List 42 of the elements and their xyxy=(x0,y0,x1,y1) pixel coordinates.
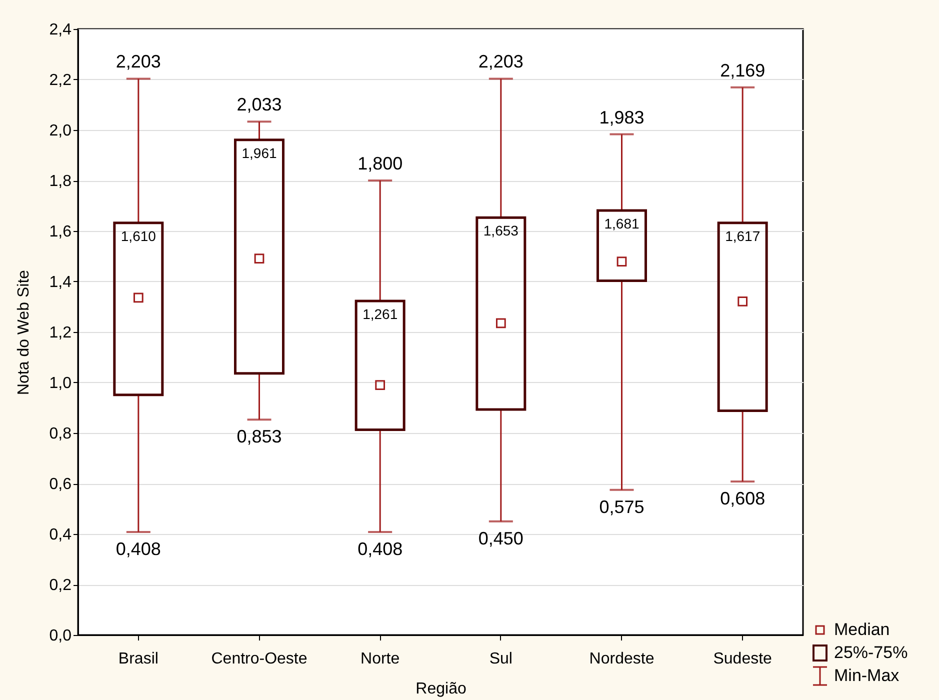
annotation: 0,853 xyxy=(236,426,282,447)
annotation: 0,575 xyxy=(599,496,644,517)
annotation: 1,617 xyxy=(725,228,760,244)
annotation: 1,653 xyxy=(483,222,519,239)
x-tick-label: Nordeste xyxy=(589,650,654,668)
x-tick-label: Norte xyxy=(360,650,400,668)
annotation: 0,408 xyxy=(116,538,161,559)
x-axis-title: Região xyxy=(416,680,466,698)
x-tick-label: Sul xyxy=(489,650,512,668)
x-tick-label: Centro-Oeste xyxy=(211,650,308,668)
y-tick-label: 0,8 xyxy=(49,426,72,442)
annotation: 1,681 xyxy=(604,216,640,232)
annotation: 1,961 xyxy=(242,144,277,161)
y-tick-label: 1,6 xyxy=(49,224,72,240)
x-tick-label: Brasil xyxy=(118,650,158,668)
y-tick-label: 0,6 xyxy=(49,476,72,493)
annotation: 1,610 xyxy=(120,228,156,244)
y-tick-label: 0,2 xyxy=(49,577,72,594)
text: Min-Max xyxy=(834,665,900,687)
x-tick-label: Sudeste xyxy=(713,650,772,668)
annotation: 0,450 xyxy=(478,528,524,548)
y-tick-label: 1,2 xyxy=(49,324,72,342)
annotation: 0,608 xyxy=(720,488,766,508)
annotation: 0,408 xyxy=(358,538,403,559)
y-tick-label: 1,0 xyxy=(49,375,72,392)
annotation: 2,203 xyxy=(478,52,524,72)
annotation: 1,983 xyxy=(599,107,644,128)
annotation: 2,033 xyxy=(236,94,282,115)
y-axis-title: Nota do Web Site xyxy=(15,270,32,396)
y-tick-label: 1,8 xyxy=(49,173,72,190)
text: 25%-75% xyxy=(834,642,908,664)
annotation: 2,203 xyxy=(116,52,161,72)
y-tick-label: 2,4 xyxy=(49,22,72,38)
y-tick-label: 1,4 xyxy=(49,274,72,291)
y-tick-label: 2,0 xyxy=(49,122,72,140)
y-tick-label: 2,2 xyxy=(49,72,72,89)
annotation: 2,169 xyxy=(720,60,766,80)
y-tick-label: 0,0 xyxy=(49,628,72,644)
y-tick-label: 0,4 xyxy=(49,526,72,544)
text: Median xyxy=(834,619,890,641)
annotation: 1,800 xyxy=(358,154,403,174)
annotation: 1,261 xyxy=(362,306,398,322)
